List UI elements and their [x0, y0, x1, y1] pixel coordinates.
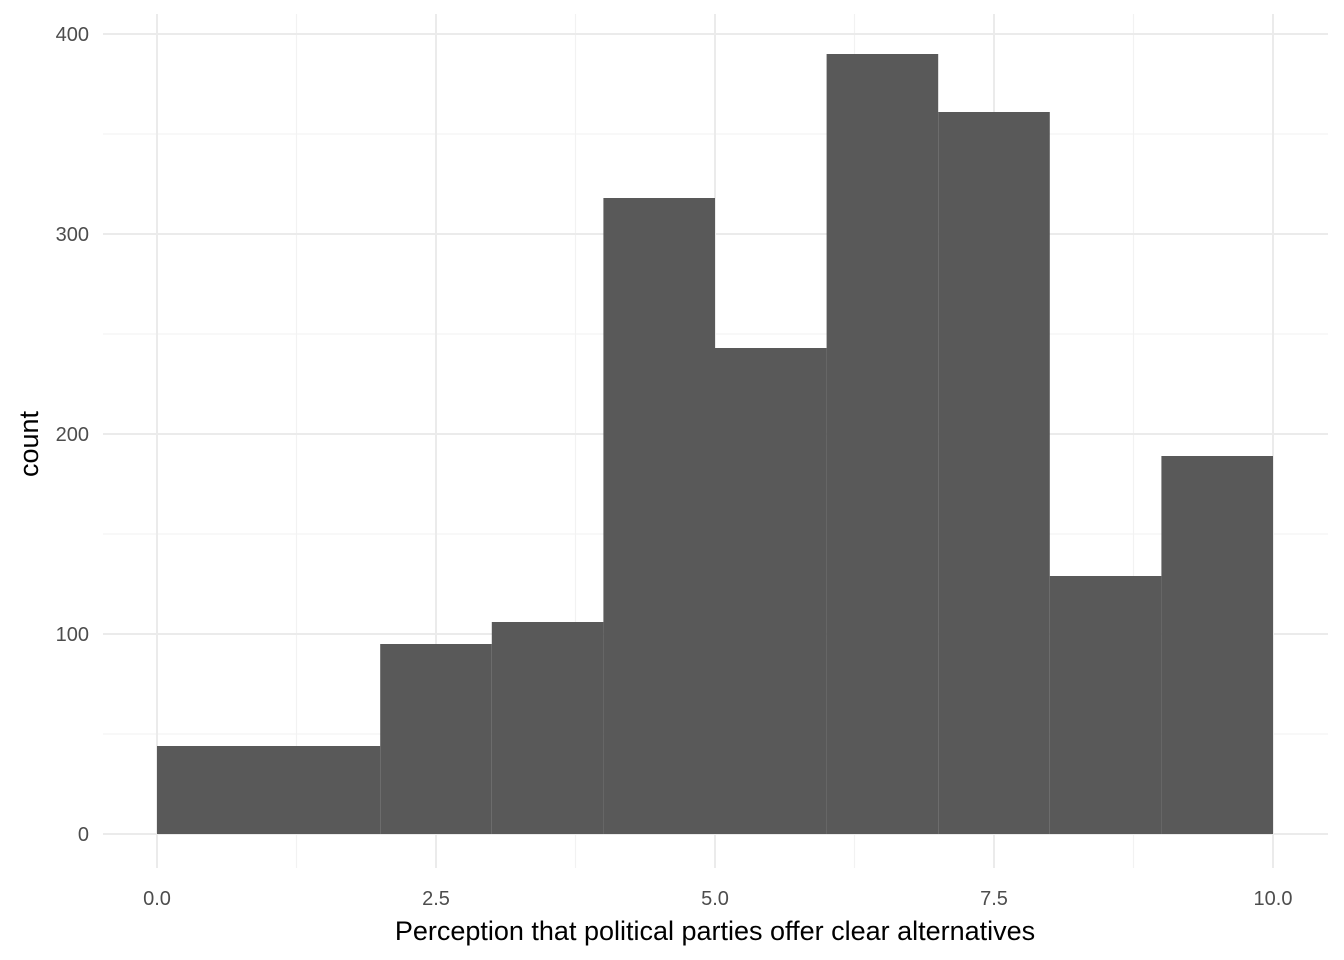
- histogram-bars: [157, 54, 1273, 834]
- y-tick-label: 100: [56, 624, 89, 646]
- y-tick-label: 300: [56, 224, 89, 246]
- histogram-bar: [826, 54, 939, 834]
- x-tick-label: 10.0: [1254, 888, 1293, 910]
- histogram-bar: [1161, 456, 1273, 834]
- histogram-bar: [603, 198, 715, 834]
- y-tick-label: 400: [56, 24, 89, 46]
- histogram-bar: [157, 746, 381, 834]
- histogram-bar: [1049, 576, 1162, 834]
- histogram-bar: [938, 112, 1050, 834]
- x-tick-label: 0.0: [143, 888, 171, 910]
- x-axis-tick-labels: 0.0 2.5 5.0 7.5 10.0: [143, 888, 1292, 910]
- y-axis-title: count: [14, 410, 44, 477]
- x-axis-title: Perception that political parties offer …: [395, 916, 1035, 946]
- x-tick-label: 2.5: [422, 888, 450, 910]
- histogram-bar: [715, 348, 827, 834]
- y-tick-label: 0: [78, 824, 89, 846]
- x-tick-label: 7.5: [980, 888, 1008, 910]
- histogram-bar: [380, 644, 492, 834]
- y-axis-tick-labels: 0 100 200 300 400: [56, 24, 89, 846]
- x-tick-label: 5.0: [701, 888, 729, 910]
- y-tick-label: 200: [56, 424, 89, 446]
- histogram-bar: [491, 622, 604, 834]
